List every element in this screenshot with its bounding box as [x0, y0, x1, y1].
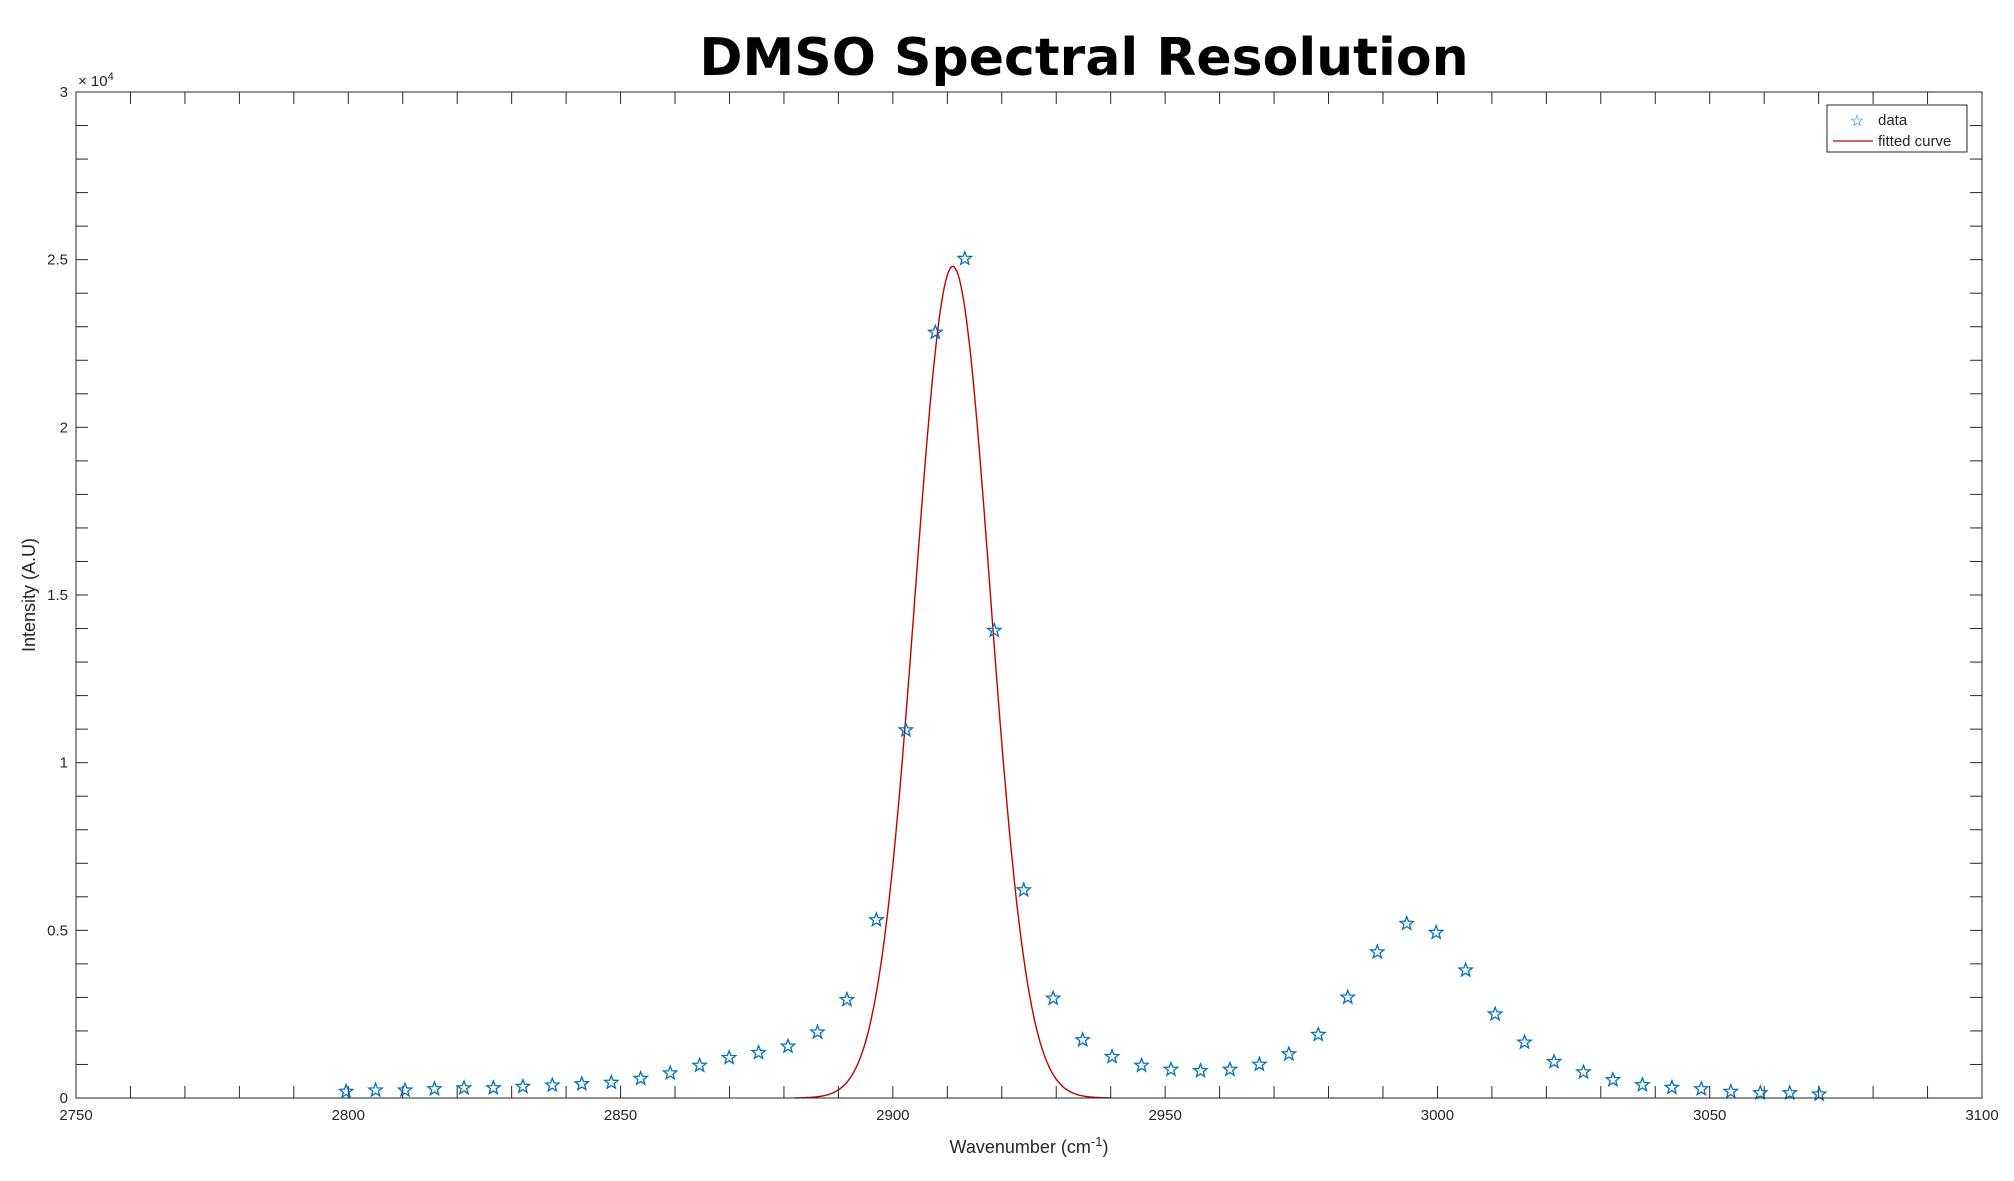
data-point — [1339, 988, 1357, 1005]
fitted-curve-series — [794, 265, 1111, 1099]
data-point — [1810, 1085, 1828, 1102]
data-point — [1516, 1033, 1533, 1050]
x-tick-label: 2850 — [604, 1107, 637, 1124]
data-point — [779, 1037, 797, 1054]
data-point — [1575, 1063, 1592, 1080]
data-point — [720, 1048, 738, 1065]
data-point — [1692, 1080, 1710, 1097]
y-tick-label: 1.5 — [47, 587, 68, 604]
legend-label-fitted-curve: fitted curve — [1878, 133, 1951, 150]
x-tick-label: 3100 — [1965, 1107, 1998, 1124]
data-point — [1722, 1082, 1740, 1099]
data-point — [543, 1076, 561, 1093]
legend-star-icon: ☆ — [1850, 113, 1864, 130]
y-tick-label: 1 — [60, 755, 68, 772]
y-tick-label: 0.5 — [47, 922, 68, 939]
data-point — [426, 1079, 443, 1097]
plot-box — [75, 91, 1983, 1099]
data-point — [1162, 1060, 1180, 1077]
y-tick-label: 0 — [60, 1090, 68, 1107]
data-point — [1015, 881, 1033, 898]
data-point — [455, 1079, 473, 1096]
y-axis-label: Intensity (A.U) — [19, 538, 39, 652]
data-point — [514, 1077, 532, 1094]
data-point — [1221, 1060, 1239, 1077]
x-tick-label: 2800 — [332, 1107, 365, 1124]
data-point — [1133, 1056, 1150, 1073]
x-tick-label: 2750 — [59, 1107, 92, 1124]
data-point — [750, 1043, 767, 1060]
data-point — [1486, 1005, 1504, 1022]
fitted-curve-line — [794, 265, 1111, 1099]
data-point — [573, 1075, 591, 1092]
x-tick-label: 3000 — [1421, 1107, 1454, 1124]
data-point — [809, 1023, 826, 1040]
data-point — [485, 1078, 502, 1096]
data-point — [1545, 1052, 1563, 1069]
data-point — [367, 1081, 384, 1098]
data-point — [1457, 961, 1475, 978]
data-point — [1191, 1061, 1209, 1078]
data-point — [632, 1069, 650, 1086]
data-point — [337, 1082, 355, 1099]
data-point — [985, 621, 1003, 638]
x-tick-label: 2900 — [876, 1107, 909, 1124]
data-point — [1604, 1071, 1622, 1088]
data-point — [1633, 1076, 1651, 1093]
data-point — [1663, 1078, 1681, 1095]
data-point — [956, 249, 974, 266]
y-tick-label: 2.5 — [47, 252, 68, 269]
data-point — [897, 721, 915, 738]
x-axis-label: Wavenumber (cm-1) — [950, 1134, 1109, 1157]
data-point — [838, 990, 856, 1007]
chart-title: DMSO Spectral Resolution — [699, 28, 1468, 88]
legend: ☆ data fitted curve — [1826, 104, 1968, 153]
data-point — [1368, 943, 1386, 960]
data-point — [1427, 923, 1445, 940]
data-point — [868, 910, 885, 928]
data-point — [1103, 1047, 1121, 1064]
y-tick-label: 3 — [60, 84, 68, 101]
data-point — [1251, 1055, 1268, 1072]
x-tick-label: 2950 — [1148, 1107, 1181, 1124]
data-point — [602, 1073, 620, 1090]
y-exponent-label: × 104 — [78, 71, 114, 90]
data-point — [691, 1056, 709, 1073]
data-point — [1280, 1045, 1298, 1062]
data-point — [1751, 1084, 1769, 1101]
data-point — [661, 1064, 679, 1081]
axis-ticks: 2750 2800 2850 2900 2950 3000 3050 3100 0 0.5 1 1.5… — [47, 84, 1999, 1124]
legend-box — [1826, 104, 1968, 153]
data-point — [1074, 1031, 1092, 1048]
legend-label-data: data — [1878, 112, 1908, 129]
data-series — [337, 249, 1828, 1102]
x-tick-label: 3050 — [1693, 1107, 1726, 1124]
data-point — [396, 1081, 414, 1098]
data-point — [926, 323, 944, 340]
data-point — [1398, 914, 1416, 931]
data-point — [1781, 1084, 1799, 1101]
data-point — [1309, 1025, 1327, 1042]
data-point — [1044, 989, 1062, 1006]
y-tick-label: 2 — [60, 419, 68, 436]
